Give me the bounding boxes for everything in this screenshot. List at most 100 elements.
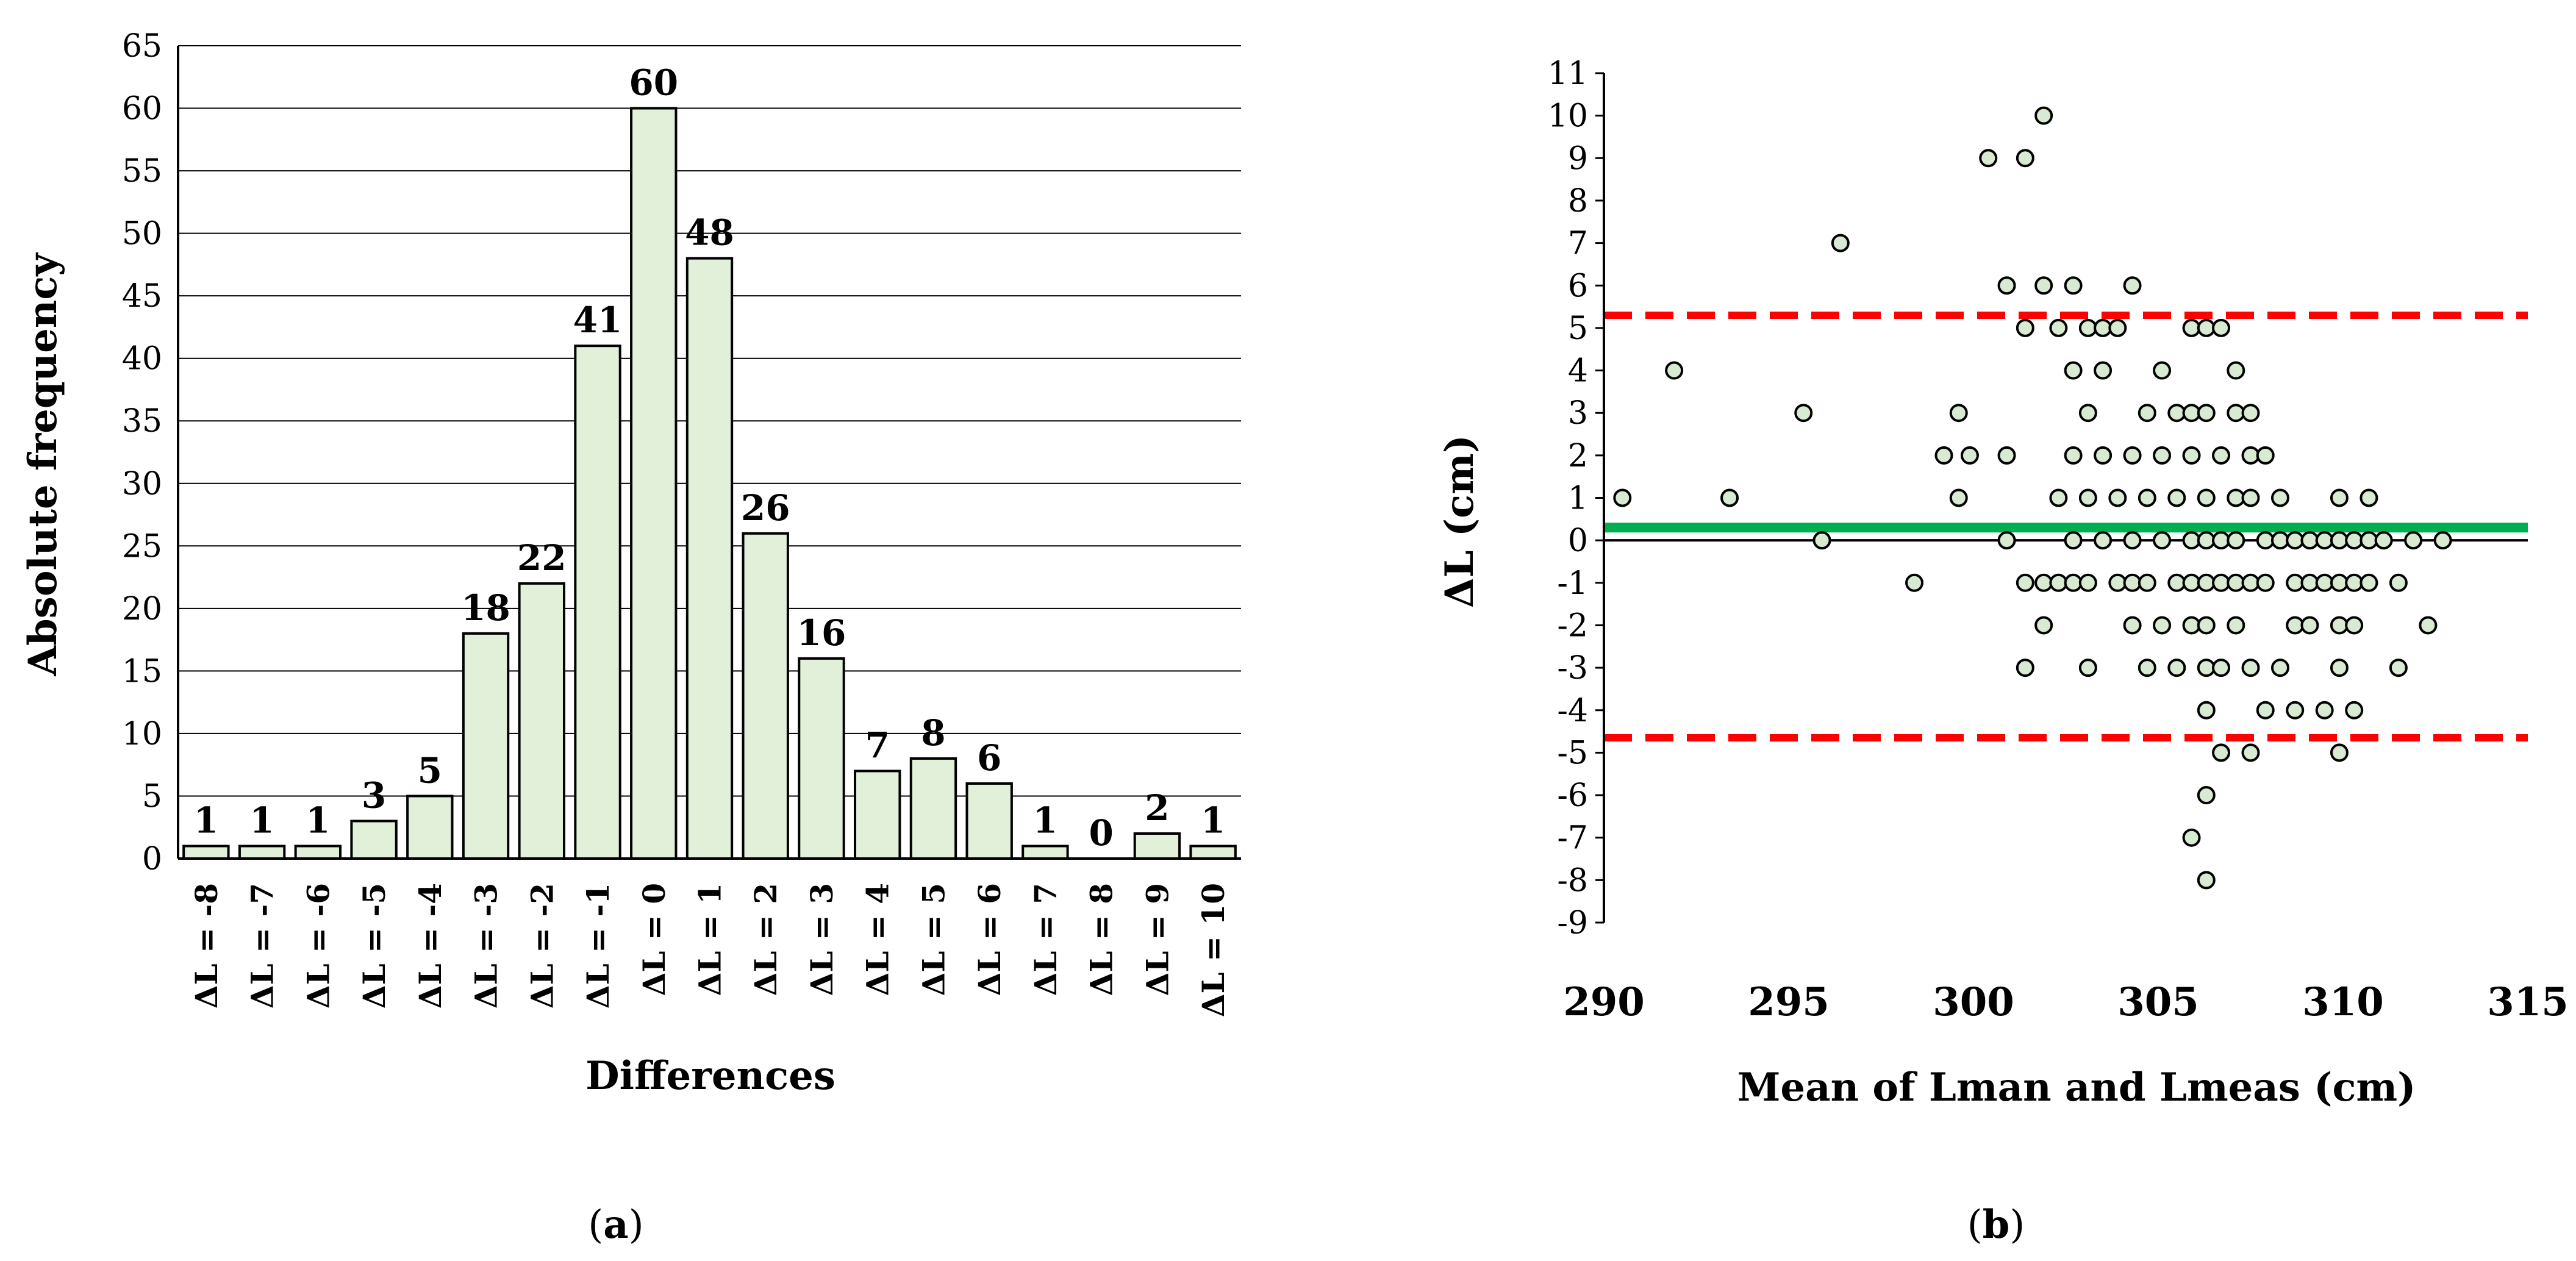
data-point xyxy=(2330,488,2349,507)
data-label: 48 xyxy=(685,212,734,254)
data-point xyxy=(2227,404,2245,423)
x-tick-labels: 290 295 300 305 310 315 xyxy=(1563,979,2569,1025)
data-label: 8 xyxy=(921,712,945,754)
y-tick-label: -3 xyxy=(1557,650,1588,687)
data-point xyxy=(2182,616,2201,635)
data-point xyxy=(2270,659,2289,677)
data-point xyxy=(2034,276,2053,295)
data-point xyxy=(2182,573,2201,592)
data-point xyxy=(2330,659,2349,677)
data-point xyxy=(2016,573,2034,592)
bar xyxy=(854,770,901,860)
data-point xyxy=(2212,743,2231,762)
data-point xyxy=(1997,531,2016,550)
data-point xyxy=(2227,488,2245,507)
data-point xyxy=(1613,488,1632,507)
data-point xyxy=(2182,531,2201,550)
x-category-label: ΔL = -1 xyxy=(580,883,616,1009)
data-point xyxy=(2227,361,2245,380)
data-point xyxy=(2197,786,2216,805)
x-axis-label: Mean of Lman and Lmeas (cm) xyxy=(1737,1065,2416,1110)
data-point xyxy=(2286,573,2305,592)
y-tick-label: 20 xyxy=(122,591,162,627)
data-point xyxy=(2064,531,2083,550)
data-label: 1 xyxy=(1033,799,1057,841)
data-point xyxy=(2016,318,2034,337)
x-tick-label: 305 xyxy=(2117,979,2199,1025)
bar xyxy=(462,632,510,860)
y-tick-label: 8 xyxy=(1568,183,1588,220)
data-point xyxy=(2016,659,2034,677)
data-point xyxy=(2078,488,2097,507)
data-point xyxy=(1979,149,1998,168)
data-point xyxy=(2078,318,2097,337)
data-label: 16 xyxy=(797,612,846,654)
y-tick-label: -4 xyxy=(1557,693,1588,729)
data-point xyxy=(2078,404,2097,423)
y-tick-marks xyxy=(1595,72,1604,924)
bar xyxy=(1133,832,1181,860)
data-point xyxy=(2138,488,2156,507)
data-point xyxy=(2034,106,2053,125)
data-point xyxy=(2123,573,2142,592)
data-point xyxy=(2345,531,2364,550)
data-point xyxy=(2197,659,2216,677)
data-point xyxy=(2138,659,2156,677)
bar xyxy=(742,532,789,860)
data-point xyxy=(1812,531,1831,550)
data-point xyxy=(2123,276,2142,295)
data-point xyxy=(2360,488,2378,507)
data-point xyxy=(2212,531,2231,550)
data-point xyxy=(2389,659,2408,677)
data-point xyxy=(2241,488,2260,507)
data-point xyxy=(2197,531,2216,550)
caption-a: (a) xyxy=(588,1202,643,1248)
data-point xyxy=(2227,573,2245,592)
data-point xyxy=(2404,531,2423,550)
data-point xyxy=(2049,573,2068,592)
data-point xyxy=(2300,573,2319,592)
data-point xyxy=(2182,318,2201,337)
y-tick-label: 9 xyxy=(1568,140,1588,177)
x-tick-label: 315 xyxy=(2487,979,2569,1025)
data-point xyxy=(2064,276,2083,295)
data-label: 2 xyxy=(1145,787,1169,829)
bar xyxy=(518,582,565,860)
y-tick-label: -1 xyxy=(1557,565,1588,602)
bar xyxy=(685,257,734,860)
data-point xyxy=(2016,149,2034,168)
data-point xyxy=(2138,573,2156,592)
data-point xyxy=(2256,446,2275,465)
bar xyxy=(350,820,398,860)
data-label: 1 xyxy=(1201,799,1225,841)
data-point xyxy=(2315,531,2334,550)
y-tick-label: 6 xyxy=(1568,268,1588,304)
x-category-label: ΔL = -3 xyxy=(468,883,504,1009)
data-point xyxy=(2270,531,2289,550)
y-tick-label: 50 xyxy=(122,216,162,252)
data-point xyxy=(1794,404,1813,423)
data-point xyxy=(2064,446,2083,465)
x-category-label: ΔL = 2 xyxy=(748,883,784,996)
data-point xyxy=(1665,361,1684,380)
data-label: 3 xyxy=(362,774,386,816)
y-tick-label: 10 xyxy=(122,716,162,752)
bar xyxy=(1189,845,1237,860)
data-point xyxy=(2241,446,2260,465)
data-point xyxy=(2270,488,2289,507)
x-category-label: ΔL = 3 xyxy=(804,883,840,996)
x-category-label: ΔL = 4 xyxy=(860,883,896,996)
x-category-label: ΔL = -4 xyxy=(412,883,448,1009)
y-tick-label: 5 xyxy=(1568,310,1588,347)
y-tick-label: -8 xyxy=(1557,862,1588,899)
y-tick-label: -5 xyxy=(1557,735,1588,771)
x-tick-label: 290 xyxy=(1563,979,1645,1025)
data-point xyxy=(2197,871,2216,890)
x-category-label: ΔL = 0 xyxy=(636,883,672,996)
y-tick-label: 10 xyxy=(1548,98,1588,135)
y-tick-label: -6 xyxy=(1557,777,1588,814)
y-tick-label: -2 xyxy=(1557,607,1588,644)
